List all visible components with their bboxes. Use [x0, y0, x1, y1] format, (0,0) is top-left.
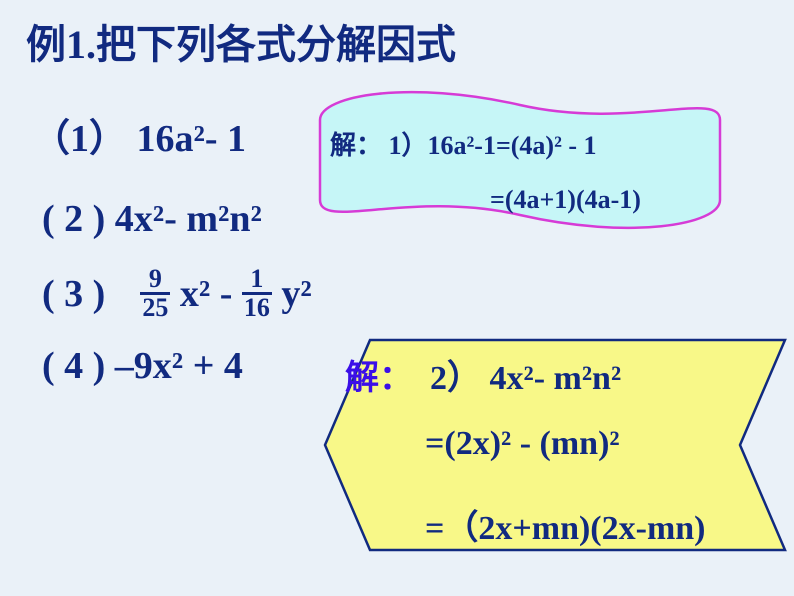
problem-3: ( 3 ) 9 25 x² - 1 16 y² [42, 270, 312, 325]
solution1-line1: 解： 1）16a²-1=(4a)² - 1 [330, 125, 597, 162]
fraction-1-16: 1 16 [242, 266, 272, 321]
problem-3-prefix: ( 3 ) [42, 273, 105, 315]
problem-3-mid1: x² - [180, 273, 242, 315]
solution2-line1: 2） 4x²- m²n² [430, 350, 621, 399]
fraction-num: 9 [140, 266, 170, 295]
problem-1: （1） 16a²- 1 [32, 120, 246, 158]
solution2-line3: =（2x+mn)(2x-mn) [425, 500, 706, 549]
solution1-line2: =(4a+1)(4a-1) [490, 185, 641, 215]
solution2-label: 解： [345, 350, 413, 399]
problem-4: ( 4 ) –9x² + 4 [42, 347, 243, 385]
problem-3-mid2: y² [281, 273, 311, 315]
page-title: 例1.把下列各式分解因式 [26, 12, 456, 70]
problem-2: ( 2 ) 4x²- m²n² [42, 200, 262, 238]
fraction-den: 16 [242, 295, 272, 321]
fraction-num: 1 [242, 266, 272, 295]
solution2-line2: =(2x)² - (mn)² [425, 425, 620, 463]
fraction-9-25: 9 25 [140, 266, 170, 321]
fraction-den: 25 [140, 295, 170, 321]
